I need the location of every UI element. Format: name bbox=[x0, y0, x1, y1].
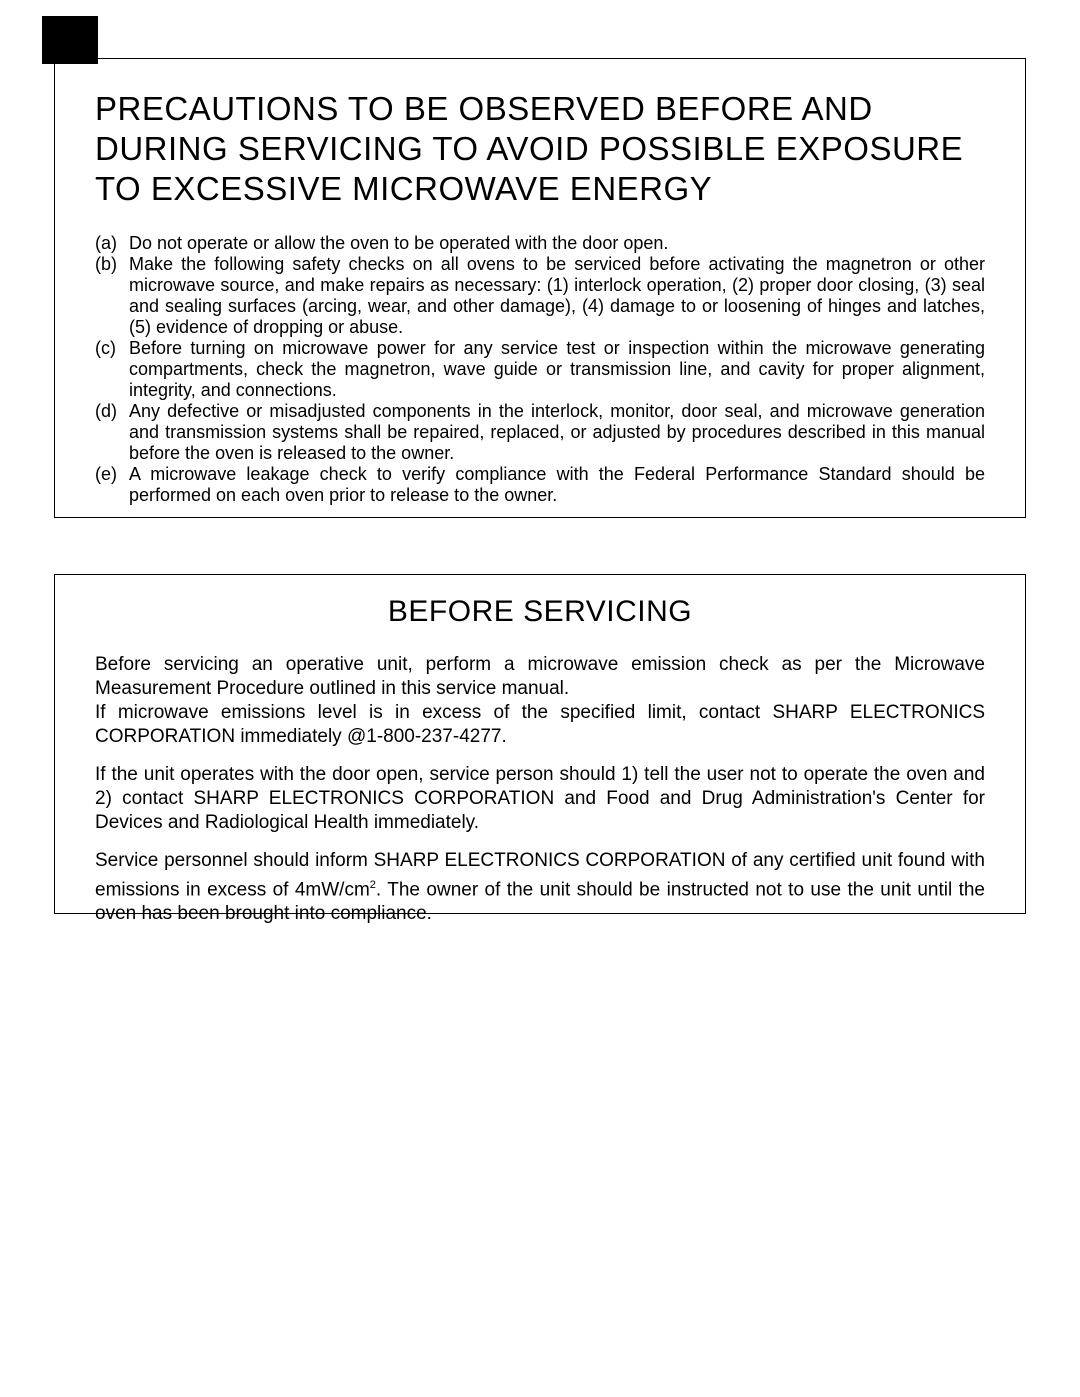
list-marker: (c) bbox=[95, 338, 129, 401]
list-item: (b) Make the following safety checks on … bbox=[95, 254, 985, 338]
list-text: A microwave leakage check to verify comp… bbox=[129, 464, 985, 506]
list-text: Before turning on microwave power for an… bbox=[129, 338, 985, 401]
list-item: (a) Do not operate or allow the oven to … bbox=[95, 233, 985, 254]
list-text: Do not operate or allow the oven to be o… bbox=[129, 233, 985, 254]
model-list: R-1500 R-1501 R-1505 R-1506 bbox=[54, 16, 90, 64]
paragraph: Service personnel should inform SHARP EL… bbox=[95, 849, 985, 926]
para-text: If microwave emissions level is in exces… bbox=[95, 702, 985, 747]
list-marker: (d) bbox=[95, 401, 129, 464]
list-marker: (e) bbox=[95, 464, 129, 506]
list-item: (d) Any defective or misadjusted compone… bbox=[95, 401, 985, 464]
list-item: (e) A microwave leakage check to verify … bbox=[95, 464, 985, 506]
list-text: Make the following safety checks on all … bbox=[129, 254, 985, 338]
model-item: R-1505 bbox=[54, 40, 90, 52]
precautions-box: PRECAUTIONS TO BE OBSERVED BEFORE AND DU… bbox=[54, 58, 1026, 518]
paragraph: If the unit operates with the door open,… bbox=[95, 763, 985, 835]
before-servicing-title: BEFORE SERVICING bbox=[95, 595, 985, 629]
paragraph: Before servicing an operative unit, perf… bbox=[95, 653, 985, 749]
precautions-title: PRECAUTIONS TO BE OBSERVED BEFORE AND DU… bbox=[95, 89, 985, 209]
list-item: (c) Before turning on microwave power fo… bbox=[95, 338, 985, 401]
model-item: R-1500 bbox=[54, 16, 90, 28]
list-text: Any defective or misadjusted components … bbox=[129, 401, 985, 464]
para-text: Before servicing an operative unit, perf… bbox=[95, 654, 985, 699]
list-marker: (a) bbox=[95, 233, 129, 254]
model-item: R-1506 bbox=[54, 52, 90, 64]
before-servicing-box: BEFORE SERVICING Before servicing an ope… bbox=[54, 574, 1026, 914]
list-marker: (b) bbox=[95, 254, 129, 338]
precautions-list: (a) Do not operate or allow the oven to … bbox=[95, 233, 985, 506]
model-item: R-1501 bbox=[54, 28, 90, 40]
